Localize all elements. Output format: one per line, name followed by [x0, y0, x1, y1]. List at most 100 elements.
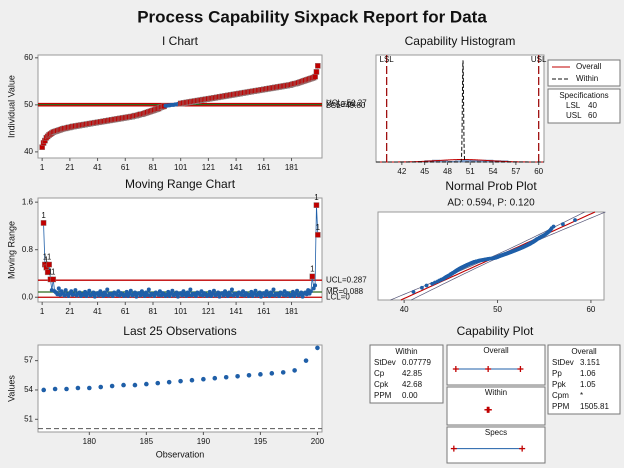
- x-tick-label: 200: [311, 437, 325, 446]
- x-tick-label: 41: [93, 307, 102, 316]
- stats-label: PPM: [552, 402, 570, 411]
- stats-value: 1505.81: [580, 402, 609, 411]
- x-tick-label: 60: [586, 305, 595, 314]
- spec-label: USL: [531, 55, 547, 64]
- data-point: [280, 370, 286, 375]
- data-point: [229, 287, 234, 292]
- x-tick-label: 48: [443, 167, 452, 176]
- stats-label: StDev: [552, 358, 574, 367]
- plot-area: [37, 54, 323, 159]
- density-curve: [376, 60, 544, 163]
- flagged-point: [315, 232, 321, 238]
- flagged-point: [46, 261, 52, 268]
- stats-box: [369, 344, 444, 404]
- flagged-point: [313, 69, 320, 75]
- spec-value: 40: [588, 101, 597, 110]
- y-tick-label: 60: [24, 53, 33, 62]
- data-point: [223, 374, 229, 380]
- spec-value: 60: [588, 111, 597, 120]
- x-tick-label: 81: [149, 307, 158, 316]
- data-point: [253, 288, 258, 293]
- data-point: [292, 368, 297, 373]
- control-limit-label: LCL=49.80: [326, 101, 366, 110]
- x-tick-label: 1: [40, 307, 45, 316]
- spec-title: Specifications: [559, 91, 608, 100]
- x-tick-label: 180: [83, 437, 97, 446]
- x-tick-label: 195: [254, 437, 268, 446]
- data-point: [166, 379, 172, 385]
- data-point: [146, 287, 151, 292]
- x-tick-label: 60: [534, 167, 543, 176]
- x-tick-label: 141: [229, 163, 243, 172]
- x-tick-label: 61: [121, 307, 130, 316]
- flag-label: 1: [47, 253, 52, 262]
- data-point: [264, 289, 269, 294]
- interval-end: [519, 445, 526, 452]
- panel-title: Capability Histogram: [405, 34, 516, 48]
- legend-label: Within: [576, 74, 598, 83]
- data-point: [170, 288, 175, 293]
- flag-label: 1: [314, 193, 319, 202]
- x-tick-label: 190: [197, 437, 211, 446]
- flagged-point: [312, 73, 318, 80]
- data-point: [303, 358, 309, 363]
- data-point: [313, 283, 318, 288]
- interval-title: Within: [485, 388, 507, 397]
- stats-label: Cp: [374, 369, 385, 378]
- x-tick-label: 57: [511, 167, 520, 176]
- y-tick-label: 54: [24, 385, 33, 394]
- data-point: [188, 287, 193, 292]
- interval-end: [517, 366, 524, 372]
- flag-label: 1: [44, 256, 49, 265]
- data-point: [56, 286, 61, 291]
- control-limit-label: X̄=50.04: [326, 100, 357, 109]
- interval-end: [450, 445, 457, 452]
- x-tick-label: 50: [493, 305, 502, 314]
- data-point: [155, 380, 161, 386]
- x-tick-label: 21: [65, 163, 74, 172]
- data-point: [411, 290, 416, 294]
- data-point: [64, 386, 69, 392]
- data-point: [175, 294, 180, 299]
- data-point: [178, 378, 183, 384]
- stats-label: PPM: [374, 391, 392, 400]
- data-point: [311, 286, 316, 291]
- control-limit-label: LCL=0: [326, 292, 350, 301]
- x-tick-label: 185: [140, 437, 154, 446]
- data-point: [98, 289, 103, 294]
- data-point: [128, 288, 133, 293]
- x-tick-label: 40: [400, 305, 409, 314]
- panel-title: I Chart: [162, 34, 199, 48]
- stats-value: 42.68: [402, 380, 423, 389]
- flag-label: 1: [316, 223, 321, 232]
- x-tick-label: 161: [257, 163, 271, 172]
- data-point: [235, 373, 240, 379]
- data-point: [134, 294, 139, 299]
- x-tick-label: 161: [257, 307, 271, 316]
- y-axis-label: Values: [6, 375, 16, 402]
- plot-area: [37, 344, 323, 433]
- x-tick-label: 21: [65, 307, 74, 316]
- flagged-point: [313, 202, 320, 208]
- data-point: [105, 287, 110, 292]
- stats-value: 3.151: [580, 358, 601, 367]
- x-tick-label: 54: [489, 167, 498, 176]
- y-tick-label: 0.8: [22, 245, 34, 254]
- data-point: [551, 224, 556, 229]
- spec-name: LSL: [566, 101, 581, 110]
- flag-label: 1: [41, 211, 46, 220]
- data-point: [201, 376, 206, 382]
- control-limit-label: UCL=0.287: [326, 275, 367, 284]
- data-point: [223, 289, 228, 294]
- stats-label: Ppk: [552, 380, 567, 389]
- control-limit-label: M̅R̅=0.088: [326, 287, 364, 296]
- data-point: [73, 288, 78, 293]
- x-tick-label: 51: [466, 167, 475, 176]
- data-point: [181, 289, 186, 294]
- x-tick-label: 45: [420, 167, 429, 176]
- stats-label: Cpk: [374, 380, 389, 389]
- data-point: [259, 294, 264, 299]
- panel-title: Capability Plot: [457, 324, 534, 338]
- interval-center: [485, 406, 492, 413]
- data-point: [277, 294, 282, 299]
